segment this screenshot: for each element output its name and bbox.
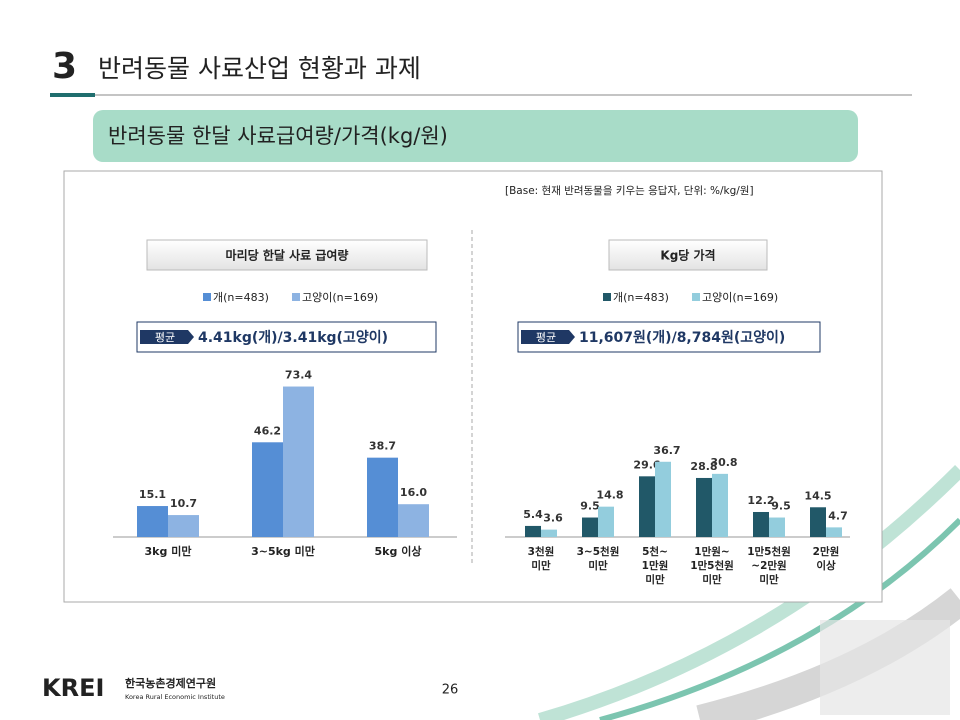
decoration	[538, 465, 960, 720]
bar	[398, 504, 429, 537]
section-number: 3	[52, 46, 77, 87]
bar	[525, 525, 541, 537]
base-note: [Base: 현재 반려동물을 키우는 응답자, 단위: %/kg/원]	[505, 184, 754, 197]
x-tick-label: 3~5천원 미만	[577, 545, 620, 572]
value-label: 12.2	[747, 494, 774, 507]
x-tick-label: 1만5천원 ~2만원 미만	[747, 545, 791, 586]
org-name-en: Korea Rural Economic Institute	[125, 693, 225, 701]
bar	[696, 477, 712, 537]
page-number: 26	[442, 683, 459, 698]
bar	[810, 507, 826, 537]
org-name: 한국농촌경제연구원	[125, 676, 216, 690]
slide-title: 반려동물 사료산업 현황과 과제	[98, 54, 421, 83]
bar	[598, 506, 614, 537]
bar	[541, 529, 557, 537]
bar	[283, 386, 314, 537]
value-label: 46.2	[254, 424, 281, 437]
legend-label: 고양이(n=169)	[702, 291, 778, 304]
legend-label: 개(n=483)	[613, 291, 669, 304]
value-label: 14.5	[804, 489, 831, 502]
bar	[769, 517, 785, 537]
x-tick-label: 5kg 이상	[375, 544, 422, 558]
value-label: 28.8	[690, 460, 717, 473]
x-tick-label: 3~5kg 미만	[251, 544, 315, 558]
value-label: 5.4	[523, 508, 543, 521]
value-label: 14.8	[596, 489, 623, 502]
value-label: 36.7	[653, 444, 680, 457]
chart-title: Kg당 가격	[660, 248, 715, 263]
chart-title: 마리당 한달 사료 급여량	[226, 248, 349, 263]
legend-swatch	[603, 293, 611, 301]
bar	[712, 473, 728, 537]
legend-label: 개(n=483)	[213, 291, 269, 304]
average-tag-shape	[140, 330, 194, 344]
value-label: 15.1	[139, 488, 166, 501]
legend-swatch	[203, 293, 211, 301]
chart-title-box	[146, 239, 428, 271]
value-label: 29.6	[633, 458, 660, 471]
subtitle-box	[93, 110, 858, 162]
x-tick-label: 2만원 이상	[813, 545, 840, 572]
bar	[639, 476, 655, 537]
x-tick-label: 3천원 미만	[528, 545, 555, 572]
bar	[582, 517, 598, 537]
average-text: 4.41kg(개)/3.41kg(고양이)	[198, 329, 388, 346]
value-label: 10.7	[170, 497, 197, 510]
bar	[168, 515, 199, 537]
value-label: 9.5	[771, 500, 791, 513]
legend-swatch	[292, 293, 300, 301]
bar	[753, 511, 769, 537]
bar	[826, 527, 842, 537]
bar	[367, 457, 398, 537]
x-tick-label: 1만원~ 1만5천원 미만	[690, 545, 734, 586]
bar	[137, 506, 168, 537]
chart-title-box	[608, 239, 768, 271]
value-label: 3.6	[543, 512, 563, 525]
subtitle: 반려동물 한달 사료급여량/가격(kg/원)	[108, 124, 448, 148]
value-label: 73.4	[285, 369, 312, 382]
legend-swatch	[692, 293, 700, 301]
average-text: 11,607원(개)/8,784원(고양이)	[579, 329, 785, 346]
value-label: 38.7	[369, 440, 396, 453]
value-label: 9.5	[580, 500, 600, 513]
average-tag: 평균	[155, 331, 175, 344]
bar	[252, 442, 283, 537]
value-label: 4.7	[828, 509, 848, 522]
bar	[655, 461, 671, 537]
value-label: 16.0	[400, 486, 427, 499]
average-tag: 평균	[536, 331, 556, 344]
value-label: 30.8	[710, 456, 737, 469]
logo: KREI	[42, 674, 104, 702]
legend-label: 고양이(n=169)	[302, 291, 378, 304]
x-tick-label: 5천~ 1만원 미만	[642, 545, 669, 586]
average-tag-shape	[521, 330, 575, 344]
x-tick-label: 3kg 미만	[145, 544, 192, 558]
